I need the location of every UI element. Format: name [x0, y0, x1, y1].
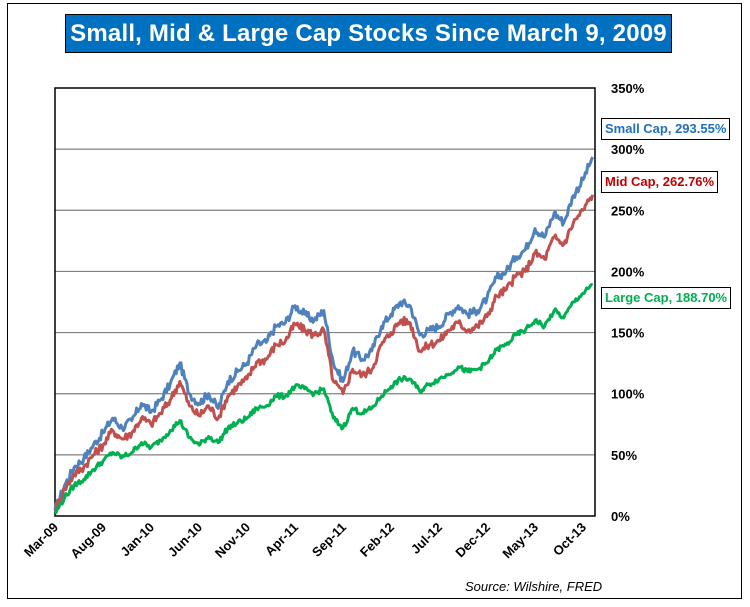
x-axis-ticks: Mar-09 Aug-09 Jan-10 Jun-10 Nov-10 Apr-11 Sep-… — [21, 520, 589, 562]
y-axis-ticks: 0% 50% 100% 150% 200% 250% 300% 350% — [611, 81, 645, 524]
chart-title: Small, Mid & Large Cap Stocks Since Marc… — [65, 14, 672, 53]
x-tick-label: Sep-11 — [309, 520, 349, 560]
y-tick-label: 350% — [611, 81, 645, 96]
y-tick-label: 50% — [611, 448, 637, 463]
large-cap-end-label: Large Cap, 188.70% — [601, 287, 732, 309]
x-tick-label: Mar-09 — [21, 520, 61, 560]
x-tick-label: Oct-13 — [550, 520, 589, 559]
y-tick-label: 200% — [611, 264, 645, 279]
y-tick-label: 0% — [611, 509, 630, 524]
mid-cap-end-label: Mid Cap, 262.76% — [601, 171, 719, 193]
large-cap-line — [53, 283, 594, 515]
mid-cap-line — [54, 194, 595, 512]
y-tick-label: 300% — [611, 142, 645, 157]
y-tick-label: 100% — [611, 387, 645, 402]
x-tick-label: Jun-10 — [165, 520, 205, 560]
x-tick-label: Jan-10 — [117, 520, 157, 560]
y-tick-label: 150% — [611, 326, 645, 341]
small-cap-end-label: Small Cap, 293.55% — [601, 118, 731, 140]
x-tick-label: Aug-09 — [67, 520, 109, 562]
x-tick-label: Jul-12 — [408, 520, 445, 557]
x-tick-label: Feb-12 — [357, 520, 397, 560]
source-note: Source: Wilshire, FRED — [465, 579, 603, 594]
series-lines — [53, 156, 595, 515]
y-tick-label: 250% — [611, 203, 645, 218]
x-tick-label: Nov-10 — [212, 520, 253, 561]
x-tick-label: Dec-12 — [452, 520, 493, 561]
x-tick-label: May-13 — [499, 520, 541, 562]
plot-area — [54, 87, 596, 517]
x-tick-label: Apr-11 — [262, 520, 301, 559]
small-cap-line — [53, 156, 594, 511]
